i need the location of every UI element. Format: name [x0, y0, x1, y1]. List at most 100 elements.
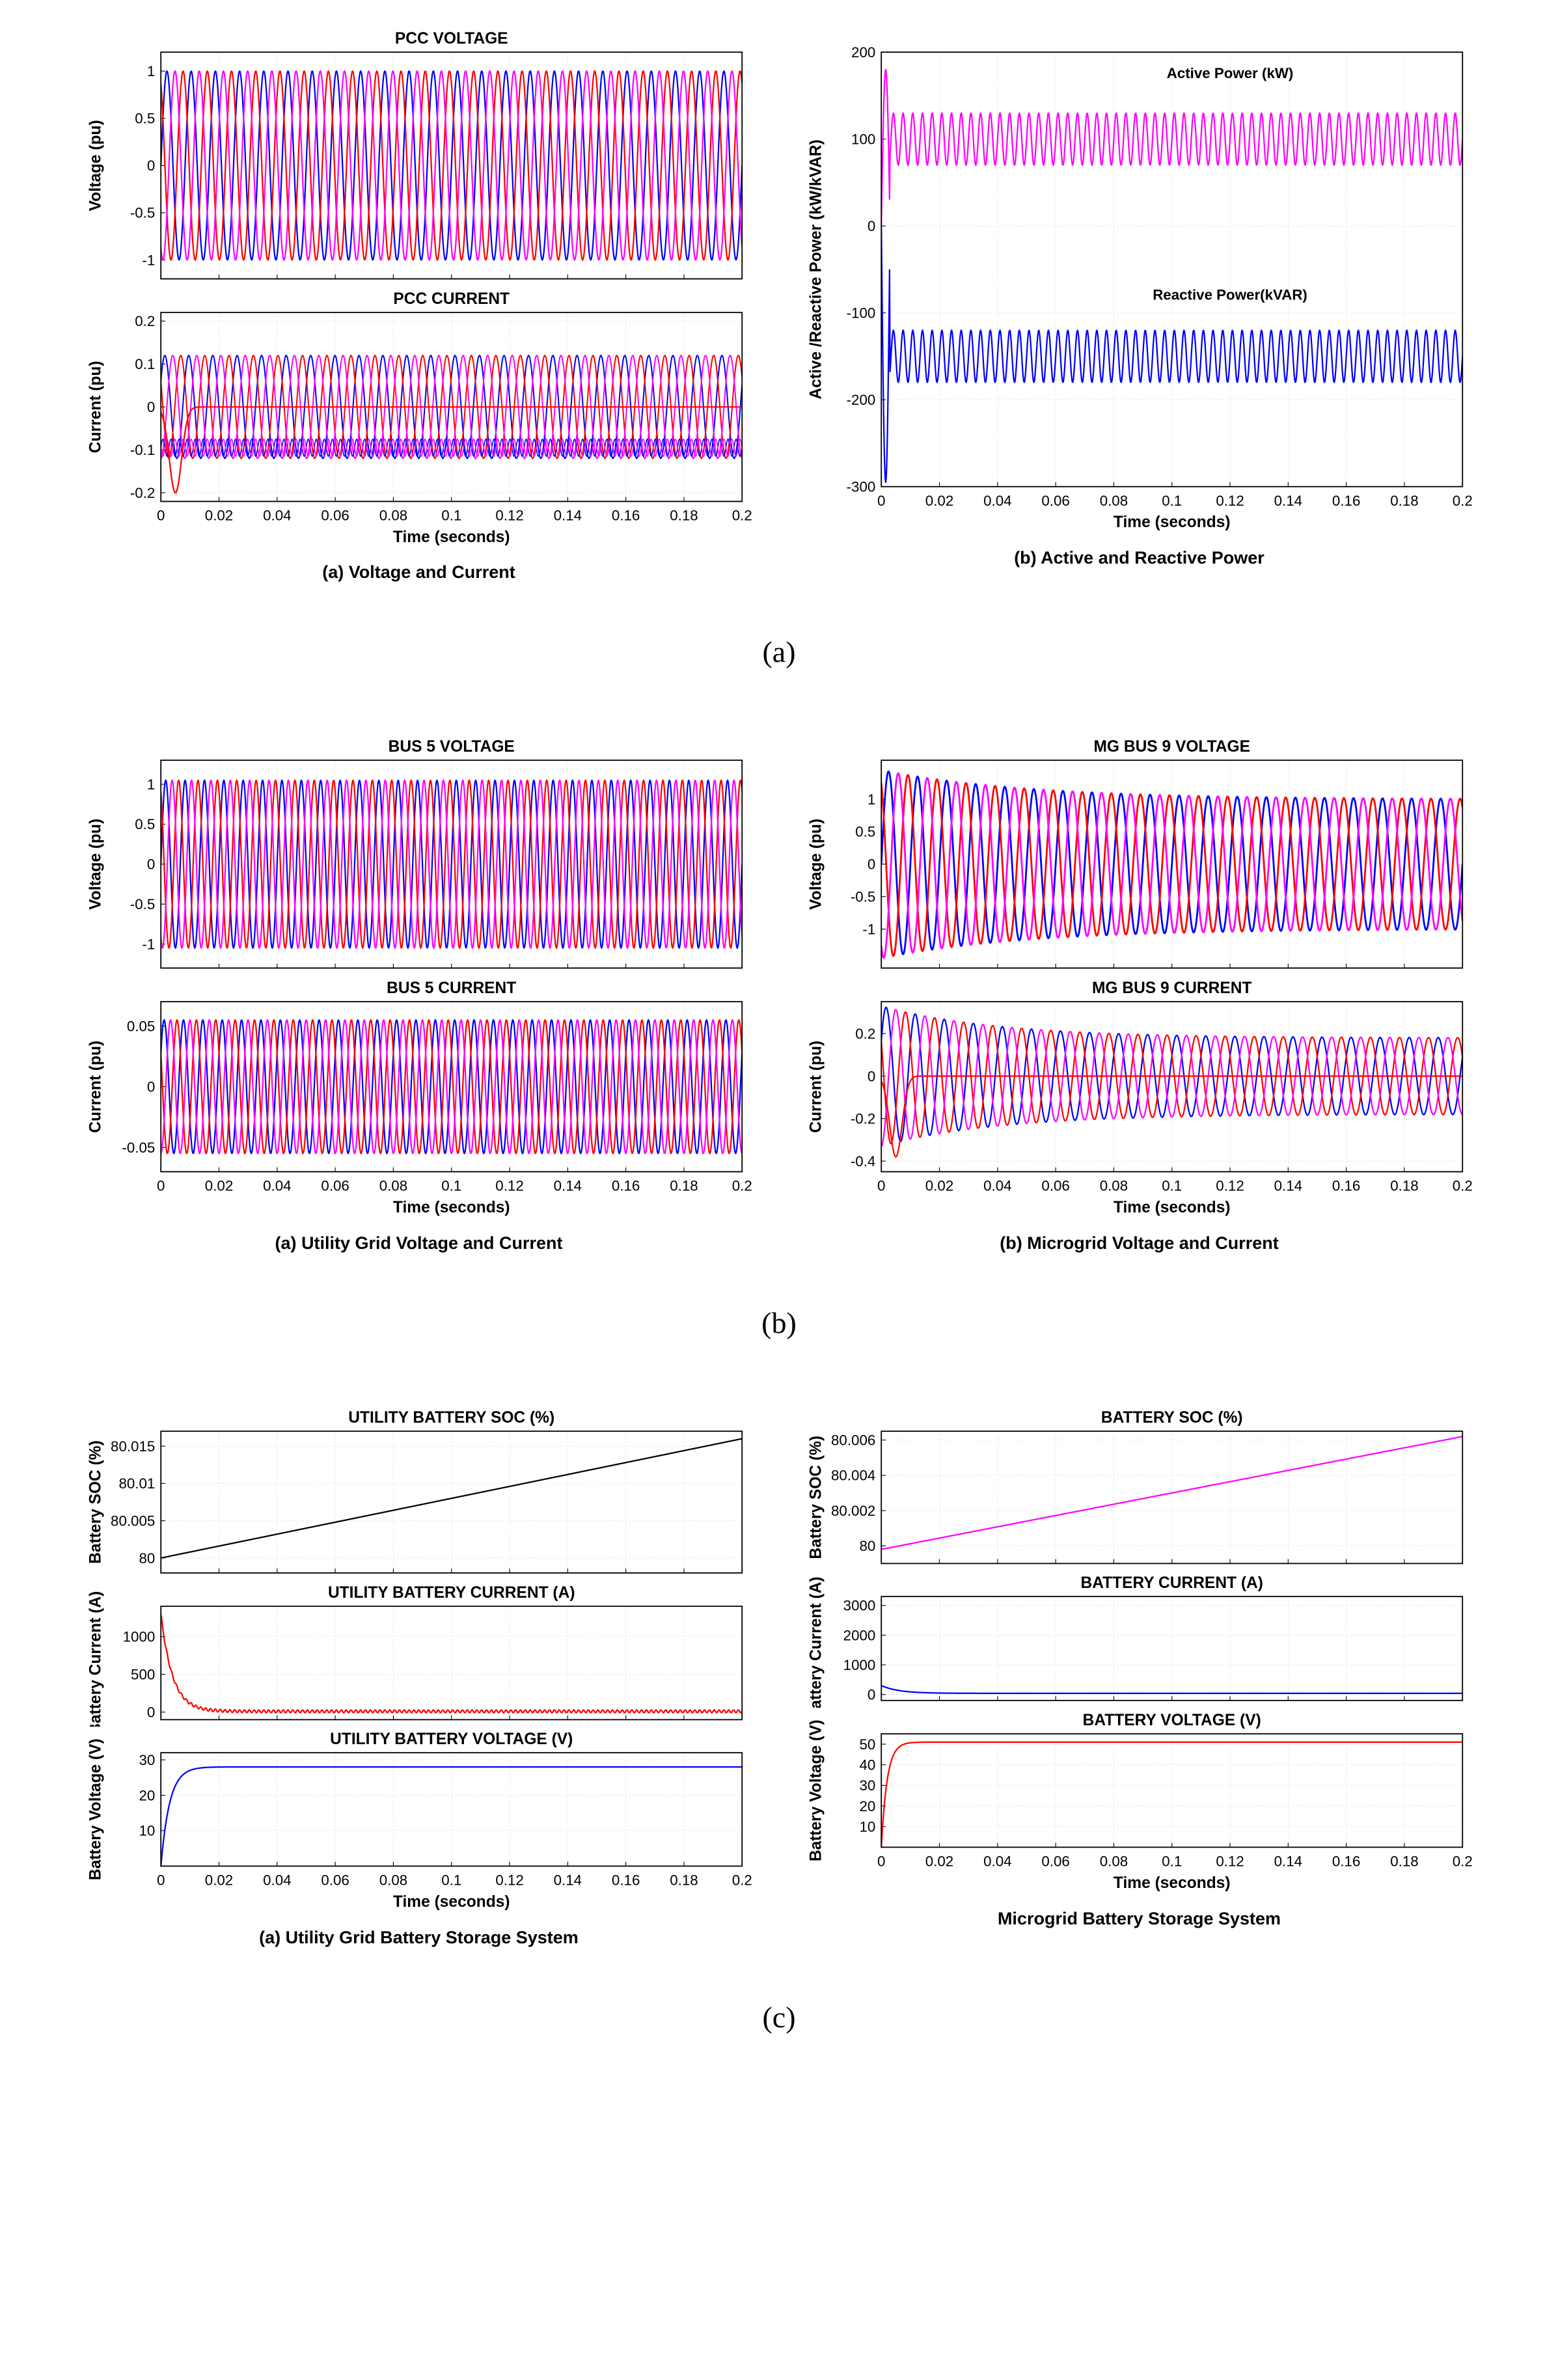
y-axis-label: Battery SOC (%)	[808, 1436, 825, 1559]
x-axis-label: Time (seconds)	[1114, 1874, 1231, 1892]
xtick-label: 0.2	[732, 507, 752, 523]
ytick-label: 0	[147, 157, 155, 174]
util-batt-stack: UTILITY BATTERY SOC (%)8080.00580.0180.0…	[85, 1405, 753, 1919]
xtick-label: 0.02	[205, 507, 233, 523]
xtick-label: 0.1	[1162, 493, 1182, 509]
y-axis-label: Battery Voltage (V)	[87, 1739, 105, 1881]
ytick-label: 80.01	[118, 1475, 155, 1492]
ytick-label: -0.2	[130, 485, 155, 501]
ytick-label: -0.05	[122, 1140, 155, 1156]
y-axis-label: Battery SOC (%)	[87, 1440, 105, 1564]
chart-slot-mg-batt-current: BATTERY CURRENT (A)0100020003000Battery …	[805, 1570, 1473, 1708]
xtick-label: 0.16	[612, 1177, 640, 1194]
xtick-label: 0.18	[1390, 1177, 1418, 1194]
xtick-label: 0.02	[925, 1177, 953, 1194]
xtick-label: 0.1	[441, 1177, 461, 1194]
plot-title: PCC VOLTAGE	[395, 30, 508, 48]
ytick-label: 10	[859, 1819, 875, 1835]
plot-title: BUS 5 VOLTAGE	[389, 738, 515, 756]
plot-title: BATTERY VOLTAGE (V)	[1083, 1712, 1261, 1729]
ytick-label: 80.006	[831, 1432, 875, 1448]
xtick-label: 0.08	[1100, 1177, 1128, 1194]
xtick-label: 0.16	[1332, 1177, 1360, 1194]
ytick-label: 0.2	[135, 313, 155, 329]
chart-slot-bus5-voltage: BUS 5 VOLTAGE-1-0.500.51Voltage (pu)	[85, 734, 753, 976]
xtick-label: 0.12	[1216, 1177, 1244, 1194]
chart-active-reactive-power: -300-200-100010020000.020.040.060.080.10…	[805, 26, 1473, 539]
ytick-label: -100	[847, 305, 876, 321]
xtick-label: 0.08	[379, 1177, 407, 1194]
xtick-label: 0	[877, 1853, 885, 1870]
ytick-label: -0.1	[130, 442, 155, 458]
subcaption-a-left: (a) Voltage and Current	[85, 562, 753, 582]
xtick-label: 0.14	[1274, 1853, 1302, 1870]
xtick-label: 0.16	[612, 1872, 640, 1889]
ytick-label: 30	[139, 1752, 155, 1768]
plot-title: UTILITY BATTERY CURRENT (A)	[328, 1584, 575, 1602]
plot-title: UTILITY BATTERY VOLTAGE (V)	[330, 1730, 573, 1748]
xtick-label: 0.12	[1216, 493, 1244, 509]
xtick-label: 0.06	[321, 507, 349, 523]
figure-b-row: BUS 5 VOLTAGE-1-0.500.51Voltage (pu)BUS …	[85, 734, 1473, 1253]
ytick-label: -300	[847, 479, 876, 495]
xtick-label: 0	[157, 1177, 165, 1194]
xtick-label: 0.18	[1390, 1853, 1418, 1870]
x-axis-label: Time (seconds)	[1114, 1199, 1231, 1216]
ytick-label: 0	[868, 856, 875, 873]
ytick-label: 80.004	[831, 1468, 875, 1484]
ytick-label: 80	[139, 1550, 155, 1566]
ytick-label: 10	[139, 1823, 155, 1839]
xtick-label: 0.14	[554, 1177, 582, 1194]
xtick-label: 0.2	[1453, 1177, 1473, 1194]
ytick-label: 0.5	[855, 824, 875, 840]
xtick-label: 0.12	[495, 1177, 523, 1194]
y-axis-label: Battery Current (A)	[808, 1577, 825, 1708]
x-axis-label: Time (seconds)	[1114, 513, 1231, 531]
ytick-label: 2000	[843, 1628, 876, 1644]
xtick-label: 0.04	[263, 507, 291, 523]
plot-title: BATTERY CURRENT (A)	[1080, 1574, 1263, 1592]
y-axis-label: Voltage (pu)	[808, 819, 825, 910]
chart-mg-batt-current: BATTERY CURRENT (A)0100020003000Battery …	[805, 1570, 1473, 1708]
x-axis-label: Time (seconds)	[393, 1199, 510, 1216]
xtick-label: 0.08	[1100, 493, 1128, 509]
subcaption-a-right: (b) Active and Reactive Power	[805, 548, 1473, 568]
xtick-label: 0.2	[1453, 1853, 1473, 1870]
plot-title: BATTERY SOC (%)	[1101, 1409, 1243, 1427]
xtick-label: 0	[877, 1177, 885, 1194]
ytick-label: 30	[859, 1777, 875, 1794]
chart-util-batt-current: UTILITY BATTERY CURRENT (A)05001000Batte…	[85, 1580, 753, 1727]
xtick-label: 0.08	[379, 1872, 407, 1889]
y-axis-label: Current (pu)	[808, 1041, 825, 1133]
xtick-label: 0.12	[1216, 1853, 1244, 1870]
chart-slot-active-reactive-power: -300-200-100010020000.020.040.060.080.10…	[805, 26, 1473, 539]
chart-slot-mg-batt-voltage: BATTERY VOLTAGE (V)102030405000.020.040.…	[805, 1708, 1473, 1900]
ytick-label: 80.002	[831, 1503, 875, 1519]
chart-slot-pcc-voltage: PCC VOLTAGE-1-0.500.51Voltage (pu)	[85, 26, 753, 286]
mg-batt-stack: BATTERY SOC (%)8080.00280.00480.006Batte…	[805, 1405, 1473, 1900]
y-axis-label: Active /Reactive Power (kW/kVAR)	[808, 139, 825, 399]
xtick-label: 0.16	[1332, 1853, 1360, 1870]
xtick-label: 0.16	[1332, 493, 1360, 509]
xtick-label: 0.1	[1162, 1177, 1182, 1194]
ytick-label: -0.5	[130, 205, 155, 221]
ytick-label: 0	[868, 1068, 875, 1084]
xtick-label: 0	[157, 1872, 165, 1889]
xtick-label: 0.02	[205, 1872, 233, 1889]
chart-slot-pcc-current: PCC CURRENT-0.2-0.100.10.200.020.040.060…	[85, 286, 753, 554]
chart-slot-util-batt-voltage: UTILITY BATTERY VOLTAGE (V)10203000.020.…	[85, 1727, 753, 1919]
chart-mg-batt-voltage: BATTERY VOLTAGE (V)102030405000.020.040.…	[805, 1708, 1473, 1900]
xtick-label: 0.02	[925, 1853, 953, 1870]
xtick-label: 0.08	[1100, 1853, 1128, 1870]
xtick-label: 0.18	[670, 1177, 698, 1194]
xtick-label: 0.04	[983, 493, 1011, 509]
xtick-label: 0.02	[205, 1177, 233, 1194]
x-axis-label: Time (seconds)	[393, 528, 510, 546]
plot-title: PCC CURRENT	[393, 290, 510, 307]
y-axis-label: Voltage (pu)	[87, 819, 105, 910]
ytick-label: 0.2	[855, 1026, 875, 1042]
ytick-label: 200	[851, 44, 875, 61]
ytick-label: 20	[859, 1798, 875, 1814]
y-axis-label: Current (pu)	[87, 1041, 105, 1133]
figure-a-left-panel: PCC VOLTAGE-1-0.500.51Voltage (pu)PCC CU…	[85, 26, 753, 582]
